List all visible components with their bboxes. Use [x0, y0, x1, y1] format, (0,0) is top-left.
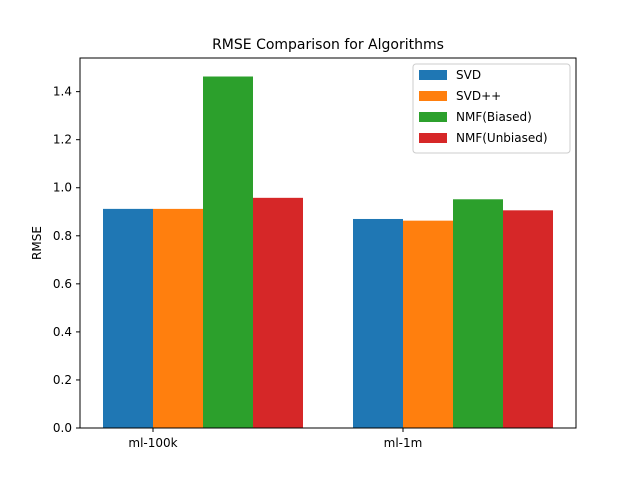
bar-nmf-biased-ml-100k [203, 76, 253, 428]
plot-frame [79, 57, 577, 429]
y-tick-label: 0.4 [53, 325, 72, 339]
x-tick-label-ml-1m: ml-1m [384, 436, 423, 450]
bar-svd-ml-100k [153, 208, 203, 428]
y-tick-label: 0.8 [53, 229, 72, 243]
bar-nmf-unbiased-ml-1m [503, 210, 553, 428]
legend-swatch [419, 133, 447, 143]
chart-title: RMSE Comparison for Algorithms [212, 37, 444, 53]
legend-frame [412, 63, 571, 154]
x-axis: ml-100k ml-1m [128, 428, 422, 450]
x-tick-label-ml-100k: ml-100k [128, 436, 177, 450]
legend: SVD SVD++ NMF(Biased) NMF(Unbiased) [412, 63, 571, 154]
y-tick-label: 1.2 [53, 133, 72, 147]
legend-label: SVD++ [456, 89, 501, 103]
bar-nmf-unbiased-ml-100k [253, 197, 303, 428]
legend-swatch [419, 70, 447, 80]
bars-group [103, 76, 553, 428]
bar-svd-ml-100k [103, 208, 153, 428]
y-tick-label: 0.6 [53, 277, 72, 291]
bar-svd-ml-1m [403, 220, 453, 428]
bar-nmf-biased-ml-1m [453, 199, 503, 428]
legend-label: NMF(Unbiased) [456, 131, 548, 145]
legend-swatch [419, 112, 447, 122]
y-axis: 0.0 0.2 0.4 0.6 0.8 1.0 1.2 1.4 [53, 85, 80, 435]
y-tick-label: 1.4 [53, 85, 72, 99]
bar-svd-ml-1m [353, 218, 403, 428]
y-tick-label: 0.0 [53, 421, 72, 435]
legend-label: SVD [456, 68, 481, 82]
legend-label: NMF(Biased) [456, 110, 532, 124]
y-tick-label: 1.0 [53, 181, 72, 195]
y-axis-label: RMSE [30, 226, 44, 260]
legend-swatch [419, 91, 447, 101]
y-tick-label: 0.2 [53, 373, 72, 387]
